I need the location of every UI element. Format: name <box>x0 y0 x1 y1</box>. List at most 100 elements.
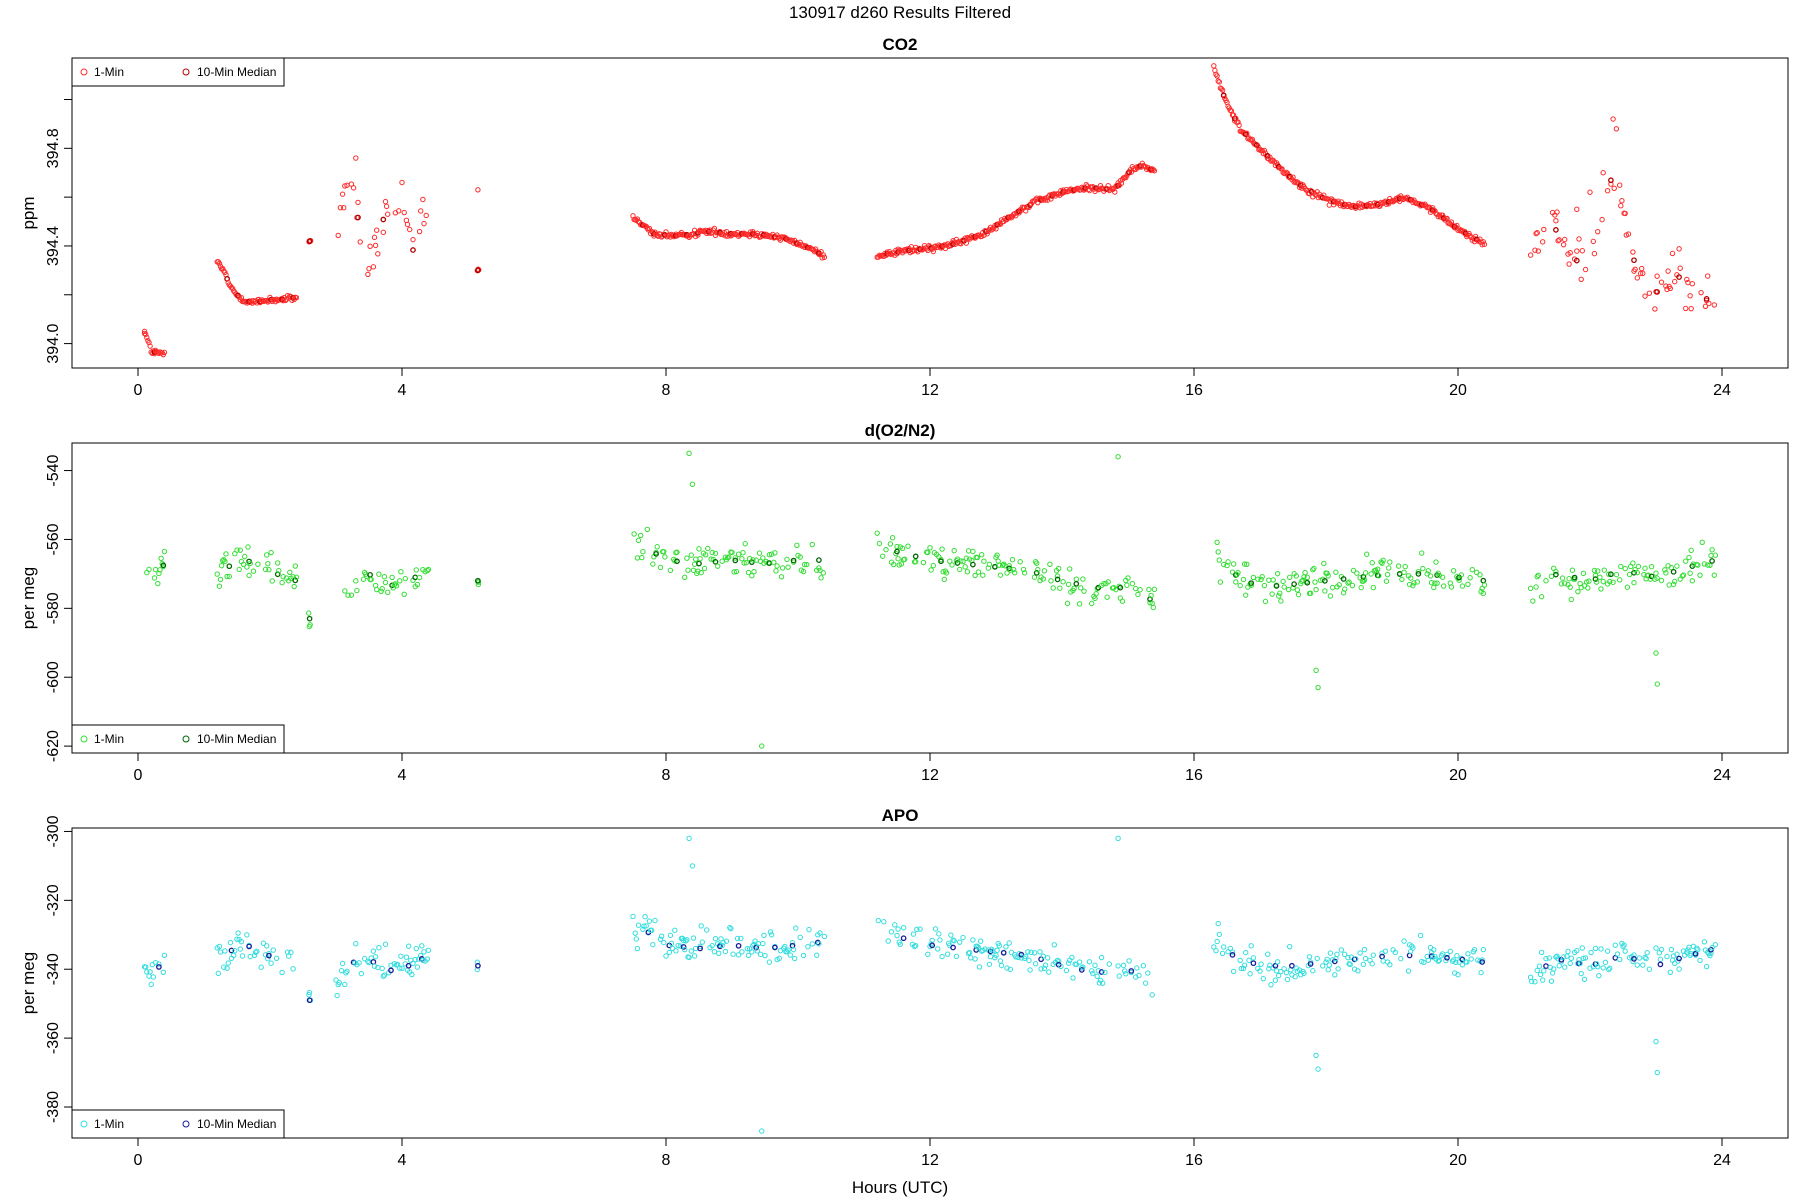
o2n2-point <box>425 566 432 573</box>
co2-point <box>375 251 381 257</box>
o2n2-x-tick-label: 24 <box>1713 767 1731 784</box>
o2n2-point <box>1146 586 1152 593</box>
co2-point <box>1599 216 1605 223</box>
apo-point <box>1126 958 1132 964</box>
apo-point <box>232 948 238 954</box>
co2-point <box>1535 248 1542 254</box>
apo-point <box>757 951 764 958</box>
apo-point <box>953 953 960 960</box>
o2n2-point <box>1448 584 1455 590</box>
apo-x-tick-label: 0 <box>134 1152 143 1169</box>
o2n2-point <box>1530 598 1536 604</box>
apo-point <box>1046 969 1052 975</box>
apo-point <box>410 960 416 967</box>
apo-point <box>1094 973 1100 980</box>
o2n2-point <box>951 547 957 554</box>
co2-plot-frame <box>71 57 1789 369</box>
o2n2-point <box>1362 570 1369 576</box>
apo-point <box>666 949 672 956</box>
o2n2-point <box>1244 561 1250 568</box>
apo-point <box>672 927 678 933</box>
apo-point <box>1240 965 1247 972</box>
o2n2-point <box>381 573 388 580</box>
apo-point <box>1454 953 1460 959</box>
co2-point <box>1534 230 1540 236</box>
co2-point <box>161 349 168 356</box>
apo-point <box>1621 942 1627 948</box>
o2n2-median-point <box>1304 579 1311 586</box>
apo-point <box>888 929 895 935</box>
o2n2-point <box>1683 558 1689 564</box>
apo-point <box>1237 957 1243 963</box>
co2-point <box>143 331 149 338</box>
o2n2-point <box>1566 576 1572 582</box>
co2-point <box>1617 182 1623 188</box>
co2-point <box>1555 238 1561 244</box>
apo-legend: 1-Min 10-Min Median <box>71 1109 285 1139</box>
apo-point <box>1709 945 1715 951</box>
o2n2-point <box>631 531 637 537</box>
o2n2-x-tick-label: 0 <box>134 767 143 784</box>
apo-point <box>885 938 891 944</box>
o2n2-point <box>255 561 261 567</box>
apo-point <box>1258 961 1264 967</box>
apo-point <box>658 933 665 939</box>
apo-point <box>1145 970 1151 976</box>
apo-point <box>805 943 811 950</box>
o2n2-point <box>1648 564 1655 570</box>
apo-point <box>768 932 775 938</box>
apo-point <box>704 927 710 933</box>
o2n2-point <box>1081 588 1087 594</box>
o2n2-point <box>1261 582 1268 589</box>
o2n2-point <box>1622 565 1628 572</box>
co2-point <box>1477 236 1483 242</box>
apo-point <box>1080 964 1086 970</box>
co2-point <box>1684 276 1690 283</box>
co2-point <box>1560 241 1567 248</box>
apo-point <box>650 941 656 948</box>
apo-point <box>419 943 425 949</box>
co2-point <box>147 343 153 349</box>
apo-outlier-point <box>759 1128 765 1134</box>
apo-point <box>1229 949 1236 955</box>
o2n2-point <box>1304 574 1311 581</box>
apo-point <box>996 943 1002 949</box>
co2-point <box>1705 273 1711 279</box>
o2n2-point <box>634 555 641 561</box>
o2n2-point <box>943 570 950 576</box>
apo-point <box>1592 945 1599 952</box>
apo-median-point <box>475 962 481 969</box>
co2-point <box>1669 250 1676 257</box>
o2n2-point <box>726 554 732 560</box>
apo-point <box>894 932 900 939</box>
apo-point <box>1534 967 1540 974</box>
apo-median-point <box>1428 953 1435 959</box>
o2n2-point <box>1592 572 1599 579</box>
apo-point <box>914 926 920 933</box>
co2-median-point <box>1608 177 1614 184</box>
o2n2-point <box>925 549 931 556</box>
apo-point <box>1230 968 1237 975</box>
o2n2-point <box>1214 539 1220 546</box>
apo-median-point <box>735 942 742 949</box>
apo-point <box>1657 956 1664 963</box>
o2n2-point <box>306 623 313 630</box>
apo-point <box>1238 965 1245 972</box>
co2-outlier-point <box>1587 189 1593 195</box>
co2-median-point <box>1631 257 1637 264</box>
co2-point <box>1625 231 1632 237</box>
o2n2-point <box>1054 573 1061 579</box>
apo-point <box>1529 978 1535 985</box>
apo-point <box>1532 979 1538 985</box>
o2n2-point <box>970 548 976 555</box>
o2n2-point <box>1010 566 1017 573</box>
apo-point <box>925 951 931 958</box>
apo-point <box>723 938 730 944</box>
apo-outlier-point <box>1653 1038 1659 1045</box>
apo-point <box>1558 958 1565 965</box>
o2n2-point <box>397 578 403 584</box>
apo-ylabel: per meg <box>19 952 38 1014</box>
o2n2-point <box>1386 565 1392 571</box>
co2-point <box>404 221 411 228</box>
co2-median-point <box>1573 257 1580 264</box>
